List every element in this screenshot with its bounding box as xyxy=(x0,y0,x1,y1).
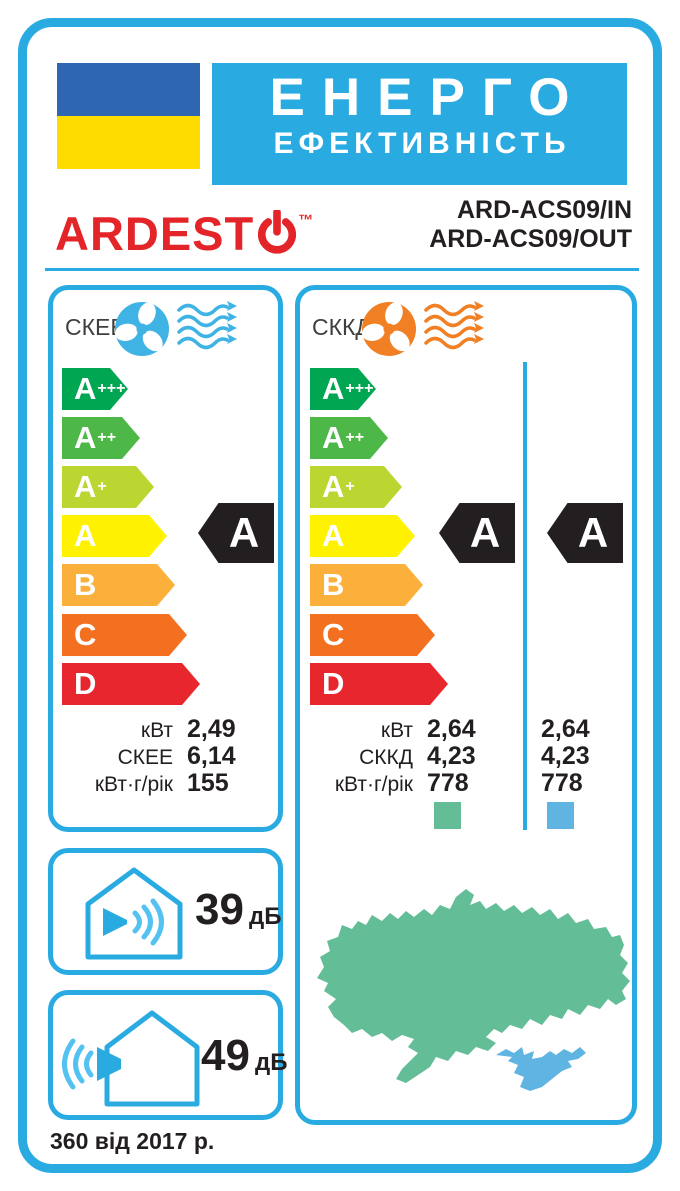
header-title-line1: ЕНЕРГО xyxy=(269,68,587,127)
brand-logo-text: ARDEST xyxy=(55,207,255,260)
outdoor-noise-panel: 49 дБ xyxy=(48,990,287,1120)
heating-warmer-kwh: 778 xyxy=(541,769,583,797)
trademark-symbol: ™ xyxy=(298,212,314,229)
heating-average-kw: 2,64 xyxy=(427,715,476,743)
grade-arrow-a3: A +++ xyxy=(62,368,128,410)
model-outdoor: ARD-ACS09/OUT xyxy=(429,225,632,253)
map-crimea xyxy=(496,1047,586,1091)
warmer-zone-marker xyxy=(547,802,574,829)
grade-arrow-a1: A + xyxy=(310,466,402,508)
cooling-value-kwh: 155 xyxy=(187,769,229,797)
fan-cooling-icon xyxy=(111,298,271,365)
grade-arrow-a: A xyxy=(310,515,415,557)
map-mainland xyxy=(317,889,630,1083)
label-border xyxy=(18,18,662,1173)
indoor-noise-value: 39 xyxy=(195,885,244,934)
heating-label-kwh: кВт·г/рік xyxy=(334,773,413,796)
cooling-value-seer: 6,14 xyxy=(187,742,236,770)
cooling-label-kwh: кВт·г/рік xyxy=(94,773,173,796)
grade-arrow-d: D xyxy=(310,663,448,705)
heating-average-kwh: 778 xyxy=(427,769,469,797)
grade-arrow-a: A xyxy=(62,515,167,557)
model-numbers: ARD-ACS09/IN ARD-ACS09/OUT xyxy=(429,196,632,254)
outdoor-noise-icon xyxy=(55,1005,207,1114)
model-indoor: ARD-ACS09/IN xyxy=(456,196,632,224)
heating-rating-average: A xyxy=(439,503,515,563)
indoor-noise-unit: дБ xyxy=(248,903,282,930)
heating-average-scop: 4,23 xyxy=(427,742,476,770)
heating-warmer-scop: 4,23 xyxy=(541,742,590,770)
grade-arrow-a3: A +++ xyxy=(310,368,376,410)
heating-warmer-kw: 2,64 xyxy=(541,715,590,743)
cooling-panel: СКЕЕ A +++ A ++ A + xyxy=(48,285,283,832)
header-divider xyxy=(45,268,639,271)
grade-arrow-a1: A + xyxy=(62,466,154,508)
cooling-rating-indicator: A xyxy=(198,503,274,563)
grade-arrow-a2: A ++ xyxy=(310,417,388,459)
flag-blue-stripe xyxy=(57,63,200,116)
indoor-noise-icon xyxy=(83,864,185,967)
grade-arrow-d: D xyxy=(62,663,200,705)
heating-label-kw: кВт xyxy=(380,719,413,742)
flag-yellow-stripe xyxy=(57,116,200,169)
grade-arrow-c: C xyxy=(310,614,435,656)
grade-arrow-a2: A ++ xyxy=(62,417,140,459)
header-title-line2: ЕФЕКТИВНІСТЬ xyxy=(273,127,571,160)
heating-rating-warmer: A xyxy=(547,503,623,563)
heating-label-scop: СККД xyxy=(359,746,413,769)
indoor-noise-reading: 39 дБ xyxy=(195,885,281,935)
outdoor-noise-value: 49 xyxy=(201,1031,250,1080)
grade-arrow-b: B xyxy=(62,564,175,606)
cooling-label-kw: кВт xyxy=(140,719,173,742)
cooling-value-kw: 2,49 xyxy=(187,715,236,743)
ukraine-map xyxy=(313,880,631,1120)
fan-heating-icon xyxy=(358,298,518,365)
grade-arrow-c: C xyxy=(62,614,187,656)
cooling-label-seer: СКЕЕ xyxy=(117,746,173,769)
power-button-icon xyxy=(256,208,298,263)
outdoor-noise-unit: дБ xyxy=(254,1049,288,1076)
indoor-noise-panel: 39 дБ xyxy=(48,848,283,975)
header-banner: ЕНЕРГО ЕФЕКТИВНІСТЬ xyxy=(212,63,627,185)
outdoor-noise-reading: 49 дБ xyxy=(201,1031,287,1081)
climate-zone-separator xyxy=(523,362,527,830)
heating-title: СККД xyxy=(312,314,371,340)
average-zone-marker xyxy=(434,802,461,829)
heating-panel: СККД A +++ A ++ A + xyxy=(295,285,637,1125)
brand-logo: ARDEST ™ xyxy=(55,207,314,263)
grade-arrow-b: B xyxy=(310,564,423,606)
ukraine-flag xyxy=(57,63,200,169)
regulation-reference: 360 від 2017 р. xyxy=(50,1128,215,1154)
